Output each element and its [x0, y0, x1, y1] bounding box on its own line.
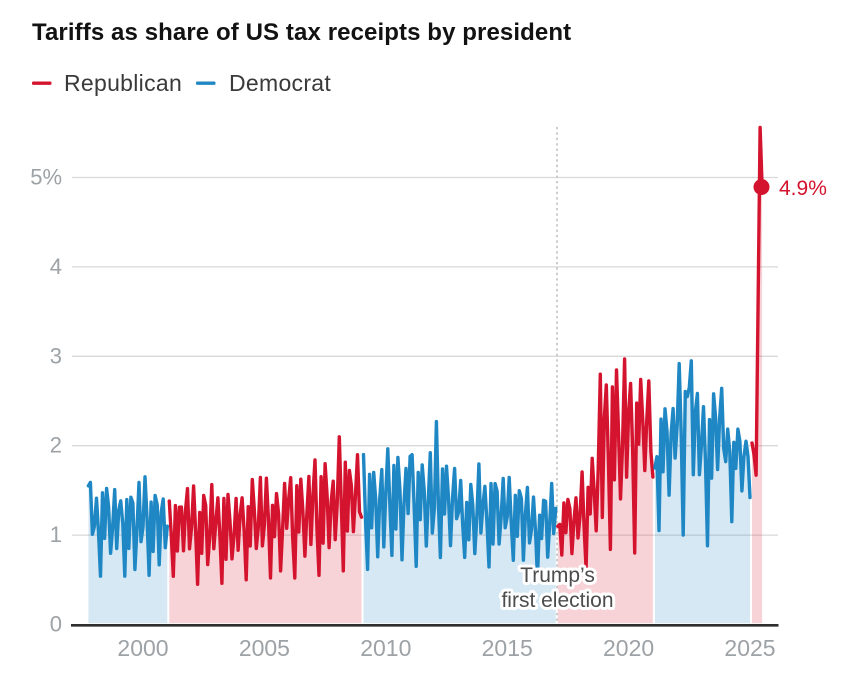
svg-text:Republican: Republican	[64, 70, 182, 96]
svg-text:Tariffs as share of US tax rec: Tariffs as share of US tax receipts by p…	[32, 19, 571, 46]
svg-text:4: 4	[50, 254, 62, 279]
svg-text:2: 2	[50, 433, 62, 458]
svg-text:first election: first election	[501, 589, 613, 612]
svg-text:5%: 5%	[30, 165, 62, 190]
svg-text:2025: 2025	[724, 635, 775, 661]
svg-text:2020: 2020	[603, 635, 654, 661]
svg-text:3: 3	[50, 343, 62, 368]
svg-text:2010: 2010	[360, 635, 411, 661]
svg-text:4.9%: 4.9%	[779, 177, 827, 200]
svg-text:1: 1	[50, 522, 62, 547]
svg-text:Democrat: Democrat	[229, 70, 331, 96]
svg-text:Trump’s: Trump’s	[520, 564, 595, 587]
svg-text:0: 0	[50, 612, 62, 637]
svg-text:2015: 2015	[482, 635, 533, 661]
svg-text:2000: 2000	[117, 635, 168, 661]
svg-text:2005: 2005	[239, 635, 290, 661]
